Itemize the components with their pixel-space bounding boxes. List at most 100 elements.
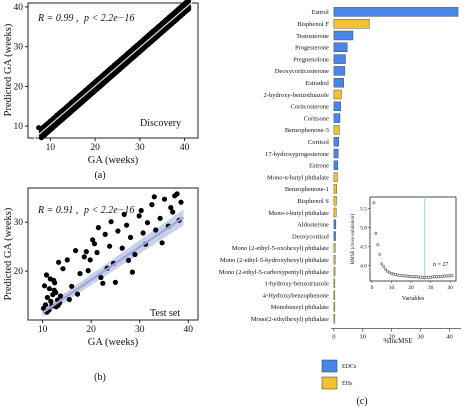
- panel-a: R = 0.99 , p < 2.2e−16 Discovery 10 20 30 4…: [3, 0, 199, 181]
- panel-a-caption: (a): [94, 170, 105, 181]
- data-point: [44, 294, 51, 301]
- x-tick-label: 40: [446, 334, 453, 341]
- y-tick-label: 4.0: [360, 264, 367, 270]
- bar: [333, 231, 336, 241]
- bar: [333, 54, 346, 64]
- y-tick-label: 5.5: [360, 206, 367, 212]
- data-point: [60, 266, 66, 272]
- panel-c-category-labels: Estriol Bisphenol F Testosterone Progestero…: [219, 9, 329, 323]
- category-label: Estradiol: [305, 80, 329, 87]
- category-label: 4-Hydroxybenzophenone: [263, 292, 329, 299]
- data-point: [151, 194, 157, 200]
- data-point: [53, 290, 59, 296]
- bar: [333, 89, 342, 100]
- data-point: [112, 279, 118, 285]
- category-label: Mono(2-ethylhexyl) phthalate: [251, 316, 329, 323]
- data-point: [382, 265, 386, 268]
- category-label: 17-hydroxyprogesterone: [265, 151, 329, 158]
- bar: [333, 184, 337, 194]
- panel-a-marks: [32, 0, 194, 141]
- x-tick-label: 0: [332, 334, 335, 341]
- y-tick-label: 40: [14, 3, 24, 13]
- panel-c-caption: (c): [356, 396, 367, 407]
- bar: [333, 195, 337, 206]
- data-point: [83, 249, 89, 255]
- category-label: Deoxycorticosterone: [275, 68, 329, 75]
- category-label: Bisphenol S: [297, 198, 329, 205]
- bar: [333, 290, 336, 300]
- data-point: [125, 257, 132, 263]
- legend-label-edcs: EDCs: [342, 364, 357, 370]
- panel-b-stat-p: p < 2.2e−16: [83, 205, 134, 216]
- regression-line: [41, 216, 185, 314]
- data-point: [450, 274, 454, 278]
- panel-b-xlabel: GA (weeks): [88, 337, 139, 348]
- data-point: [378, 252, 382, 256]
- data-point: [74, 291, 81, 297]
- bar: [333, 7, 459, 17]
- category-label: Estriol: [312, 9, 330, 16]
- x-tick-label: 10: [38, 325, 48, 335]
- category-label: Benzophenone-3: [285, 127, 329, 134]
- panel-a-stat-r: R = 0.99 ,: [37, 13, 78, 24]
- inset-xlabel: Variables: [402, 296, 425, 302]
- category-label: Aldosterone: [297, 222, 329, 229]
- data-point: [56, 259, 62, 265]
- y-tick-label: 30: [14, 43, 24, 53]
- category-label: Mono (2-ethyl-5-carboxypentyl) phthalate: [219, 269, 329, 276]
- panel-c-inset: 0 10 20 30 40 4.04.55.05.5 n = 27 Variables …: [351, 196, 457, 302]
- panel-a-xlabel: GA (weeks): [88, 155, 139, 166]
- category-label: Cortisol: [308, 139, 329, 146]
- data-point: [64, 257, 70, 263]
- category-label: Deoxycortisol: [292, 233, 329, 240]
- data-point: [384, 268, 388, 271]
- x-tick-label: 20: [408, 285, 414, 291]
- category-label: Bisphenol F: [297, 21, 329, 28]
- data-point: [85, 268, 91, 274]
- panel-a-stat-p: p < 2.2e−16: [83, 13, 134, 24]
- inset-annotation: n = 27: [433, 262, 448, 268]
- y-tick-label: 30: [14, 218, 24, 228]
- data-point: [172, 193, 178, 199]
- bar: [333, 266, 336, 277]
- category-label: Progesterone: [295, 45, 329, 52]
- data-point: [132, 251, 138, 258]
- data-point: [144, 220, 151, 226]
- x-tick-label: 30: [428, 285, 434, 291]
- data-point: [168, 205, 174, 211]
- y-tick-label: 4.5: [360, 245, 367, 251]
- data-point: [81, 254, 87, 260]
- y-tick-label: 20: [14, 82, 24, 92]
- panel-b-stat-r: R = 0.91 ,: [37, 205, 78, 216]
- x-tick-label: 0: [371, 285, 374, 291]
- panel-b-caption: (b): [94, 372, 106, 383]
- data-point: [57, 293, 64, 299]
- y-tick-label: 20: [14, 267, 24, 277]
- bar: [333, 254, 336, 265]
- category-label: Cortisone: [304, 115, 329, 122]
- bar: [333, 278, 336, 288]
- bar: [333, 113, 341, 123]
- category-label: Monobenzyl phthalate: [271, 304, 329, 311]
- data-point: [159, 240, 165, 246]
- bar: [333, 302, 336, 312]
- data-point: [102, 231, 108, 237]
- data-point: [185, 0, 192, 3]
- x-tick-label: 20: [86, 325, 96, 335]
- data-point: [41, 283, 48, 289]
- bar: [333, 219, 337, 230]
- data-point: [42, 302, 49, 308]
- data-point: [48, 298, 54, 304]
- legend-swatch-ehs: [321, 376, 338, 390]
- x-tick-label: 20: [388, 334, 395, 341]
- data-point: [138, 207, 144, 214]
- data-point: [170, 209, 176, 215]
- data-point: [149, 202, 155, 208]
- inset-x-ticks: 0 10 20 30 40: [371, 281, 453, 291]
- bar: [333, 77, 344, 88]
- category-label: 2-hydroxy-benzothiazole: [264, 92, 329, 99]
- bar: [333, 125, 340, 135]
- data-point: [90, 237, 96, 243]
- legend-label-ehs: EHs: [342, 381, 353, 387]
- data-point: [376, 243, 380, 247]
